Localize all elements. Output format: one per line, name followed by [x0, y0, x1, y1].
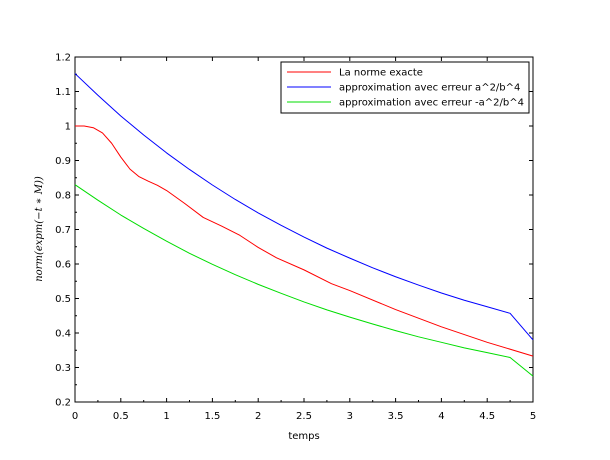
y-tick-label: 0.6	[55, 260, 71, 271]
y-tick-label: 1.2	[55, 53, 71, 64]
y-tick-label: 0.4	[55, 329, 71, 340]
x-tick-label: 0	[72, 411, 78, 422]
x-tick-label: 1	[163, 411, 169, 422]
series-line-exact	[75, 125, 534, 357]
y-tick-label: 0.9	[55, 156, 71, 167]
x-tick-label: 1.5	[204, 411, 220, 422]
x-tick-label: 2.5	[296, 411, 312, 422]
legend-label-minus: approximation avec erreur -a^2/b^4	[339, 98, 524, 109]
x-tick-label: 3	[347, 411, 353, 422]
x-tick-label: 3.5	[388, 411, 404, 422]
y-tick-label: 0.3	[55, 363, 71, 374]
y-tick-label: 1.1	[55, 87, 71, 98]
y-tick-label: 0.7	[55, 225, 71, 236]
y-axis-label: norm(expm(−t ∗ M))	[34, 176, 45, 282]
series-line-plus	[74, 73, 534, 341]
series-layer	[74, 73, 534, 377]
x-tick-label: 4.5	[479, 411, 495, 422]
y-tick-label: 0.5	[55, 294, 71, 305]
legend: La norme exacte approximation avec erreu…	[280, 61, 530, 114]
legend-label-exact: La norme exacte	[339, 68, 423, 79]
y-tick-label: 1	[65, 122, 71, 133]
x-axis-ticks: 0 0.5 1 1.5 2 2.5 3 3.5 4 4.5 5	[72, 57, 536, 422]
plot-area	[74, 56, 534, 403]
x-tick-label: 4	[438, 411, 444, 422]
x-tick-label: 0.5	[113, 411, 129, 422]
x-tick-label: 2	[255, 411, 261, 422]
x-axis-label: temps	[288, 431, 319, 442]
series-line-minus	[74, 184, 534, 377]
y-tick-label: 0.8	[55, 191, 71, 202]
y-axis-ticks: 0.2 0.3 0.4 0.5 0.6 0.7 0.8 0.9 1 1.1 1.2	[55, 53, 533, 409]
y-tick-label: 0.2	[55, 398, 71, 409]
legend-label-plus: approximation avec erreur a^2/b^4	[339, 83, 520, 94]
x-tick-label: 5	[530, 411, 536, 422]
